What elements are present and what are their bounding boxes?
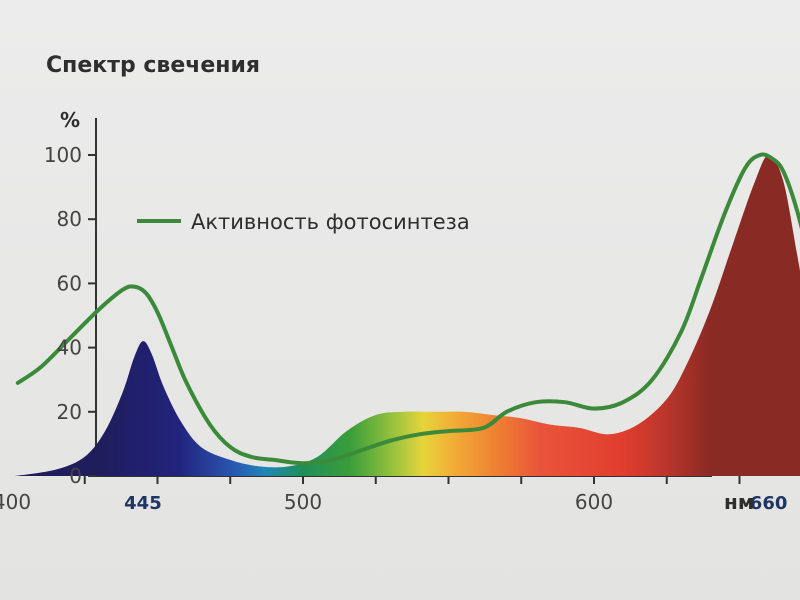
y-axis-unit-label: % [60,108,80,132]
y-tick-label: 80 [57,207,82,231]
x-tick-label: 400 [0,490,31,514]
chart-title: Спектр свечения [46,53,260,78]
x-tick-label: 600 [575,490,613,514]
x-tick-label: 500 [284,490,322,514]
x-tick-label: 445 [124,493,162,514]
y-tick-label: 100 [44,143,82,167]
x-tick-label: 660 [750,493,788,514]
y-tick-label: 40 [57,336,82,360]
legend: Активность фотосинтеза [137,210,470,234]
spectrum-area-group [14,154,800,476]
photosynthesis-line [15,152,800,466]
x-tick-labels: 400445500600660700 [0,476,788,514]
photosynthesis-line-group [15,152,800,466]
y-tick-label: 60 [57,271,82,295]
x-axis-unit-label: нм [724,490,754,514]
y-tick-label: 20 [57,400,82,424]
y-tick-label: 0 [69,464,82,488]
spectrum-area [14,154,800,476]
legend-label-photosynthesis: Активность фотосинтеза [191,210,470,234]
y-tick-labels: 0 20 40 60 80 100 [44,143,96,488]
